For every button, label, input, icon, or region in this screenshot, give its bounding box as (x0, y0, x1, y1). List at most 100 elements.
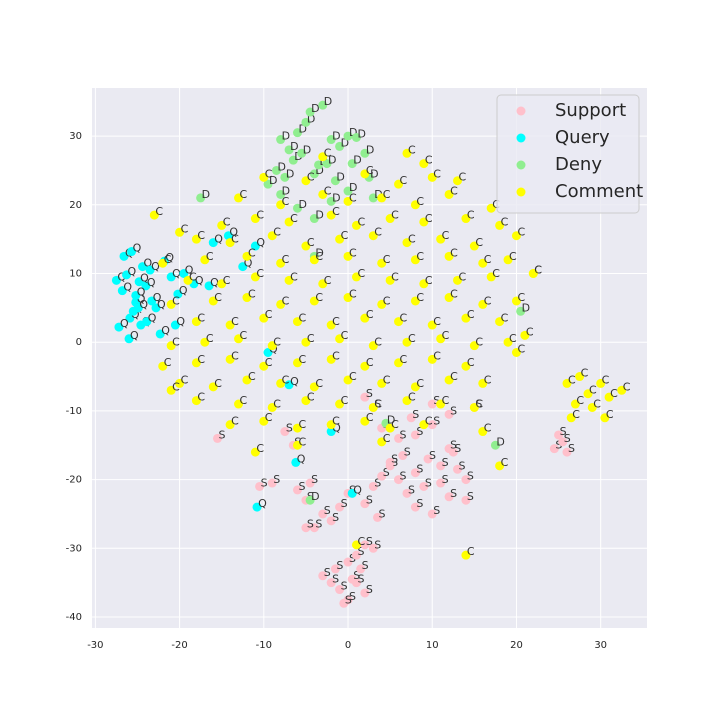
point-label: D (298, 123, 306, 136)
point (234, 193, 244, 203)
point (360, 540, 370, 550)
point-label: D (286, 167, 294, 180)
point (292, 358, 302, 368)
point (267, 478, 277, 488)
point-label: C (492, 267, 500, 280)
point (225, 238, 235, 248)
point-label: C (332, 415, 340, 428)
point-label: S (442, 456, 449, 469)
point-label: C (400, 312, 408, 325)
point (398, 451, 408, 461)
point (271, 165, 281, 175)
point-label: C (391, 270, 399, 283)
point-label: D (353, 154, 361, 167)
point (427, 509, 437, 519)
point (339, 598, 349, 608)
point-label: C (248, 370, 256, 383)
point (444, 293, 454, 303)
point (385, 423, 395, 433)
point-label: C (400, 174, 408, 187)
point (377, 378, 387, 388)
point-label: C (214, 291, 222, 304)
point-label: Q (244, 257, 253, 270)
legend-label: Comment (555, 181, 643, 202)
point-label: S (400, 428, 407, 441)
point-label: Q (137, 292, 146, 305)
point (166, 299, 176, 309)
point-label: S (324, 566, 331, 579)
point (461, 361, 471, 371)
point (267, 341, 277, 351)
point (250, 214, 260, 224)
point-label: C (467, 308, 475, 321)
point-label: S (357, 573, 364, 586)
point-label: S (475, 397, 482, 410)
point-label: C (282, 373, 290, 386)
point (478, 258, 488, 268)
point-label: C (197, 391, 205, 404)
point (419, 279, 429, 289)
point (335, 502, 345, 512)
point-label: S (366, 583, 373, 596)
point-label: S (379, 507, 386, 520)
point-label: S (568, 442, 575, 455)
point (309, 382, 319, 392)
point-label: S (433, 415, 440, 428)
point-label: C (181, 222, 189, 235)
point-label: S (467, 490, 474, 503)
point-label: C (265, 167, 273, 180)
point (478, 427, 488, 437)
point-label: S (454, 442, 461, 455)
point-label: C (589, 384, 597, 397)
point-label: C (307, 332, 315, 345)
point-label: S (286, 422, 293, 435)
point-label: S (374, 538, 381, 551)
point-label: C (383, 373, 391, 386)
point (520, 330, 530, 340)
point (119, 251, 129, 261)
point (402, 488, 412, 498)
point-label: C (189, 270, 197, 283)
point-label: S (218, 428, 225, 441)
point-label: Q (128, 265, 137, 278)
point (305, 495, 315, 505)
point (343, 196, 353, 206)
point-label: C (450, 246, 458, 259)
point-label: C (509, 332, 517, 345)
point (301, 117, 311, 127)
point-label: C (391, 418, 399, 431)
point (558, 437, 568, 447)
legend-marker (516, 106, 526, 116)
point (469, 402, 479, 412)
point (292, 128, 302, 138)
point (318, 189, 328, 199)
point-label: Q (172, 267, 181, 280)
point-label: D (366, 143, 374, 156)
point-label: C (298, 435, 306, 448)
point (309, 214, 319, 224)
point (170, 320, 180, 330)
point (291, 457, 301, 467)
point (280, 172, 290, 182)
point (478, 299, 488, 309)
point-label: C (383, 432, 391, 445)
point (377, 258, 387, 268)
point-label: D (324, 95, 332, 108)
point-label: C (273, 336, 281, 349)
point-label: C (416, 195, 424, 208)
point (461, 214, 471, 224)
point (486, 203, 496, 213)
point-label: C (307, 391, 315, 404)
point-label: C (450, 370, 458, 383)
point-label: S (273, 473, 280, 486)
point-label: C (602, 373, 610, 386)
point-label: C (568, 373, 576, 386)
point (423, 454, 433, 464)
point (292, 203, 302, 213)
point (444, 492, 454, 502)
point-label: C (366, 411, 374, 424)
point (318, 571, 328, 581)
point (410, 200, 420, 210)
point-label: C (467, 356, 475, 369)
point-label: C (349, 191, 357, 204)
